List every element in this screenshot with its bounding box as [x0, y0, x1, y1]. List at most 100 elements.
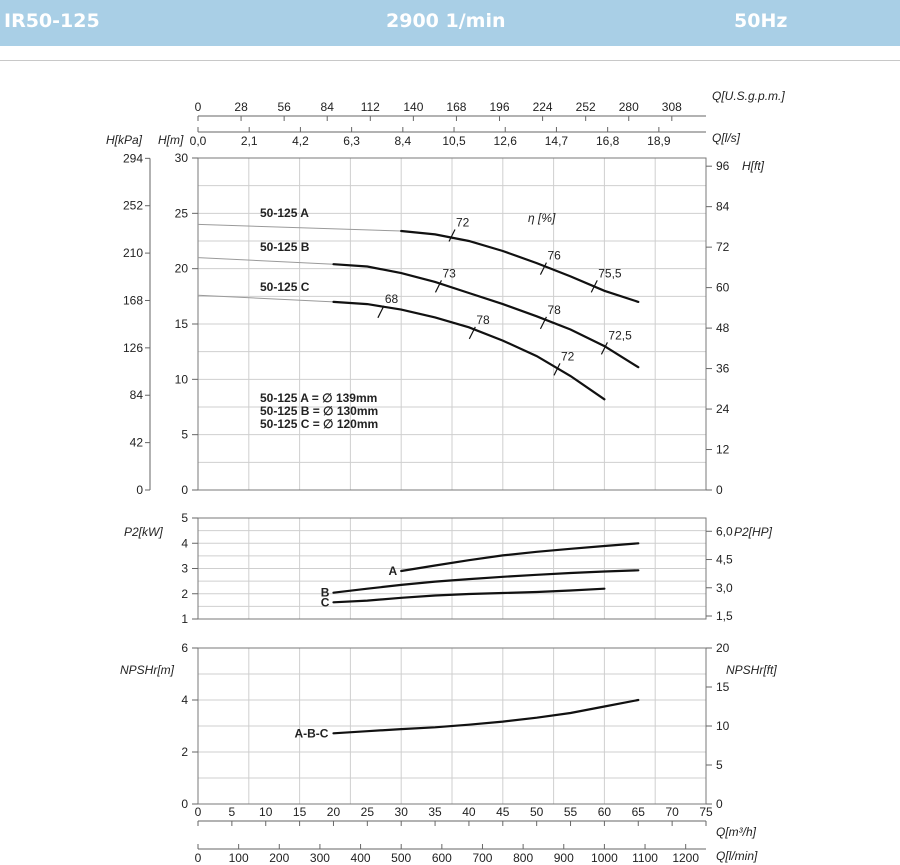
tick-label-h-ft: 36: [716, 362, 730, 376]
tick-label-h-kpa: 0: [136, 483, 143, 497]
tick-label-ls: 10,5: [442, 134, 466, 148]
tick-label-ls: 0,0: [190, 134, 207, 148]
axis-label-lmin: Q[l/min]: [716, 849, 758, 863]
tick-label-ls: 12,6: [494, 134, 518, 148]
tick-label-npsh-ft: 5: [716, 758, 723, 772]
series-extension: [197, 223, 402, 232]
tick-label-usgpm: 196: [490, 100, 510, 114]
tick-label-usgpm: 308: [662, 100, 682, 114]
tick-label-h-ft: 72: [716, 240, 730, 254]
tick-label-ls: 16,8: [596, 134, 620, 148]
tick-label-usgpm: 224: [533, 100, 553, 114]
tick-label-npsh-ft: 10: [716, 719, 730, 733]
tick-label-m3h: 70: [665, 805, 679, 819]
tick-label-usgpm: 84: [321, 100, 335, 114]
tick-label-h-ft: 96: [716, 159, 730, 173]
tick-label-lmin: 400: [351, 851, 371, 865]
tick-label-lmin: 0: [195, 851, 202, 865]
efficiency-label: 76: [547, 249, 561, 263]
efficiency-tick: [590, 280, 598, 293]
efficiency-label: 78: [547, 303, 561, 317]
series-line: [332, 698, 640, 735]
efficiency-label: 72,5: [608, 328, 632, 342]
axis-label-h-ft: H[ft]: [742, 159, 765, 173]
title-banner: IR50-125 2900 1/min 50Hz: [0, 0, 900, 46]
diameter-legend-entry: 50-125 B = ∅ 130mm: [260, 404, 378, 418]
tick-label-lmin: 700: [472, 851, 492, 865]
axis-label-npshr-m: NPSHr[m]: [120, 663, 175, 677]
tick-label-h-ft: 60: [716, 281, 730, 295]
tick-label-hp: 6,0: [716, 524, 733, 538]
tick-label-m3h: 60: [598, 805, 612, 819]
efficiency-tick: [539, 262, 547, 275]
tick-label-usgpm: 28: [234, 100, 248, 114]
tick-label-h-kpa: 210: [123, 246, 143, 260]
efficiency-label: 72: [456, 215, 470, 229]
efficiency-label: 73: [442, 266, 456, 280]
series-line: [332, 300, 606, 401]
tick-label-h-m: 5: [181, 428, 188, 442]
tick-label-h-m: 0: [181, 483, 188, 497]
tick-label-h-m: 25: [175, 206, 189, 220]
tick-label-h-kpa: 42: [130, 436, 144, 450]
tick-label-h-kpa: 168: [123, 293, 143, 307]
tick-label-usgpm: 168: [446, 100, 466, 114]
tick-label-lmin: 500: [391, 851, 411, 865]
axis-label-m3h: Q[m³/h]: [716, 825, 757, 839]
tick-label-usgpm: 56: [277, 100, 291, 114]
series-label: 50-125 C: [260, 280, 310, 294]
tick-label-hp: 1,5: [716, 609, 733, 623]
tick-label-npsh-ft: 20: [716, 641, 730, 655]
tick-label-h-ft: 48: [716, 321, 730, 335]
tick-label-ls: 6,3: [343, 134, 360, 148]
axis-label-h-kpa: H[kPa]: [106, 133, 143, 147]
tick-label-m3h: 55: [564, 805, 578, 819]
tick-label-m3h: 40: [462, 805, 476, 819]
tick-label-lmin: 300: [310, 851, 330, 865]
series-line: [332, 587, 606, 604]
tick-label-kw: 3: [181, 562, 188, 576]
efficiency-tick: [468, 326, 476, 340]
tick-label-usgpm: 252: [576, 100, 596, 114]
tick-label-m3h: 5: [229, 805, 236, 819]
axis-label-h-m: H[m]: [158, 133, 184, 147]
tick-label-h-m: 30: [175, 151, 189, 165]
tick-label-lmin: 1100: [632, 851, 658, 865]
tick-label-lmin: 200: [269, 851, 289, 865]
series-line: [332, 263, 640, 369]
tick-label-m3h: 50: [530, 805, 544, 819]
tick-label-h-ft: 24: [716, 402, 730, 416]
tick-label-m3h: 35: [428, 805, 442, 819]
axis-label-p2-hp: P2[HP]: [734, 525, 773, 539]
tick-label-h-ft: 12: [716, 443, 730, 457]
tick-label-hp: 3,0: [716, 581, 733, 595]
axis-label-npshr-ft: NPSHr[ft]: [726, 663, 777, 677]
tick-label-hp: 4,5: [716, 553, 733, 567]
tick-label-m3h: 10: [259, 805, 273, 819]
frequency-label: 50Hz: [734, 10, 788, 32]
tick-label-ls: 8,4: [394, 134, 411, 148]
tick-label-npsh-m: 2: [181, 745, 188, 759]
tick-label-kw: 2: [181, 587, 188, 601]
series-extension: [197, 294, 334, 303]
series-line: [332, 569, 640, 594]
tick-label-npsh-m: 4: [181, 693, 188, 707]
speed-label: 2900 1/min: [386, 10, 506, 32]
tick-label-h-ft: 0: [716, 483, 723, 497]
series-label: B: [321, 586, 330, 600]
model-title: IR50-125: [4, 10, 100, 32]
efficiency-axis-label: η [%]: [528, 211, 556, 225]
series-extension: [197, 257, 334, 265]
series-label: A: [389, 564, 398, 578]
tick-label-usgpm: 280: [619, 100, 639, 114]
tick-label-kw: 5: [181, 511, 188, 525]
tick-label-usgpm: 112: [361, 100, 380, 114]
tick-label-h-kpa: 126: [123, 341, 143, 355]
efficiency-label: 68: [385, 292, 399, 306]
tick-label-m3h: 0: [195, 805, 202, 819]
tick-label-lmin: 100: [229, 851, 249, 865]
tick-label-h-kpa: 84: [130, 388, 144, 402]
tick-label-lmin: 800: [513, 851, 533, 865]
efficiency-label: 75,5: [598, 266, 622, 280]
